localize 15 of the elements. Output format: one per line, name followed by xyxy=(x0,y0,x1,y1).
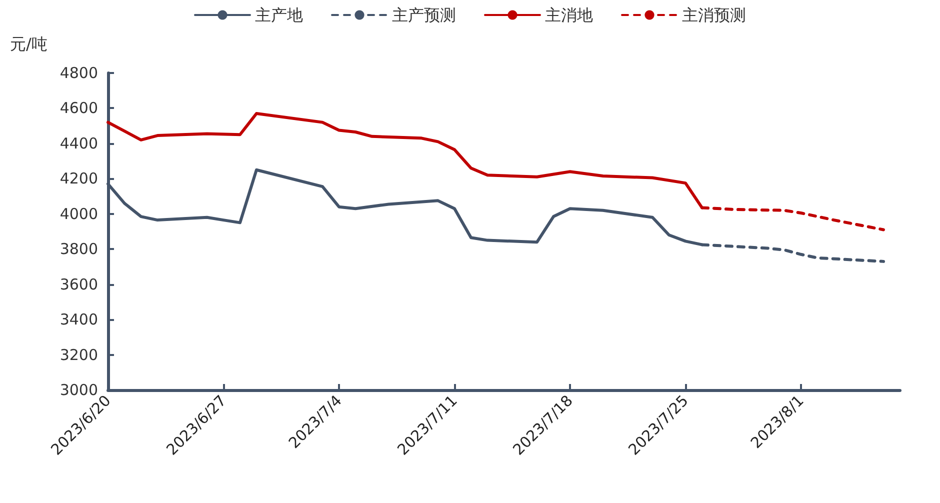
y-tick-label: 4600 xyxy=(60,99,98,118)
y-tick-label: 4400 xyxy=(60,134,98,152)
y-axis-title: 元/吨 xyxy=(10,34,48,54)
y-tick-label: 3800 xyxy=(60,240,98,258)
legend-label: 主产地 xyxy=(255,6,303,24)
legend-label: 主产预测 xyxy=(392,6,456,24)
legend-label: 主消地 xyxy=(545,6,593,24)
y-tick-label: 4200 xyxy=(60,170,98,188)
y-tick-label: 4800 xyxy=(60,64,98,82)
y-tick-label: 3600 xyxy=(60,275,98,294)
y-tick-label: 3000 xyxy=(60,381,98,399)
y-tick-label: 3400 xyxy=(60,310,98,329)
y-tick-label: 3200 xyxy=(60,346,98,364)
y-tick-label: 4000 xyxy=(60,204,98,223)
legend-label: 主消预测 xyxy=(682,6,746,24)
